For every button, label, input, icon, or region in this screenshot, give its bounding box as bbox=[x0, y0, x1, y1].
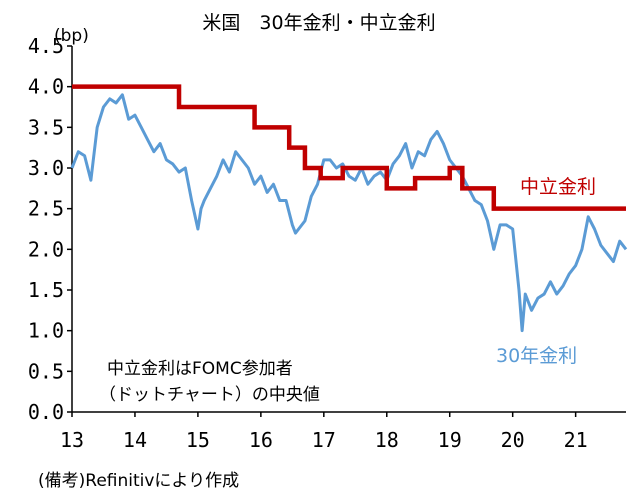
series-layer bbox=[70, 84, 628, 333]
y-tick-label: 1.0 bbox=[28, 319, 64, 343]
x-tick-labels: 13 14 15 16 17 18 19 20 21 bbox=[60, 428, 588, 452]
y-tick-labels: 0.0 0.5 1.0 1.5 2.0 2.5 3.0 3.5 4.0 4.5 bbox=[28, 34, 64, 424]
source-note: (備考)Refinitivにより作成 bbox=[38, 471, 240, 491]
y-tick-label: 0.0 bbox=[28, 400, 64, 424]
chart-title: 米国 30年金利・中立金利 bbox=[202, 12, 436, 34]
series-label-30y-yield: 30年金利 bbox=[496, 345, 578, 367]
y-tick-label: 0.5 bbox=[28, 359, 64, 383]
y-tick-label: 4.5 bbox=[28, 34, 64, 58]
y-tick-label: 4.0 bbox=[28, 75, 64, 99]
x-tick-label: 13 bbox=[60, 428, 84, 452]
x-tick-marks bbox=[71, 412, 577, 417]
y-tick-label: 3.0 bbox=[28, 156, 64, 180]
x-tick-label: 19 bbox=[438, 428, 462, 452]
chart-note: 中立金利はFOMC参加者 （ドットチャート）の中央値 bbox=[99, 356, 320, 408]
series-neutral-rate bbox=[71, 84, 627, 211]
y-tick-marks bbox=[67, 45, 72, 413]
x-tick-label: 21 bbox=[564, 428, 588, 452]
x-tick-label: 17 bbox=[312, 428, 336, 452]
y-axis-unit: (bp) bbox=[54, 26, 89, 46]
y-tick-label: 3.5 bbox=[28, 115, 64, 139]
series-30y-yield bbox=[70, 93, 628, 333]
x-tick-label: 14 bbox=[123, 428, 147, 452]
series-label-neutral-rate: 中立金利 bbox=[520, 176, 597, 198]
x-tick-label: 20 bbox=[501, 428, 525, 452]
note-line-1: 中立金利はFOMC参加者 bbox=[107, 359, 293, 379]
y-tick-label: 2.0 bbox=[28, 237, 64, 261]
y-tick-label: 2.5 bbox=[28, 197, 64, 221]
x-tick-label: 15 bbox=[186, 428, 210, 452]
x-tick-label: 18 bbox=[375, 428, 399, 452]
y-tick-label: 1.5 bbox=[28, 278, 64, 302]
x-tick-label: 16 bbox=[249, 428, 273, 452]
yield-30y-line bbox=[70, 93, 628, 333]
note-line-2: （ドットチャート）の中央値 bbox=[99, 385, 320, 405]
neutral-rate-line bbox=[72, 84, 626, 211]
